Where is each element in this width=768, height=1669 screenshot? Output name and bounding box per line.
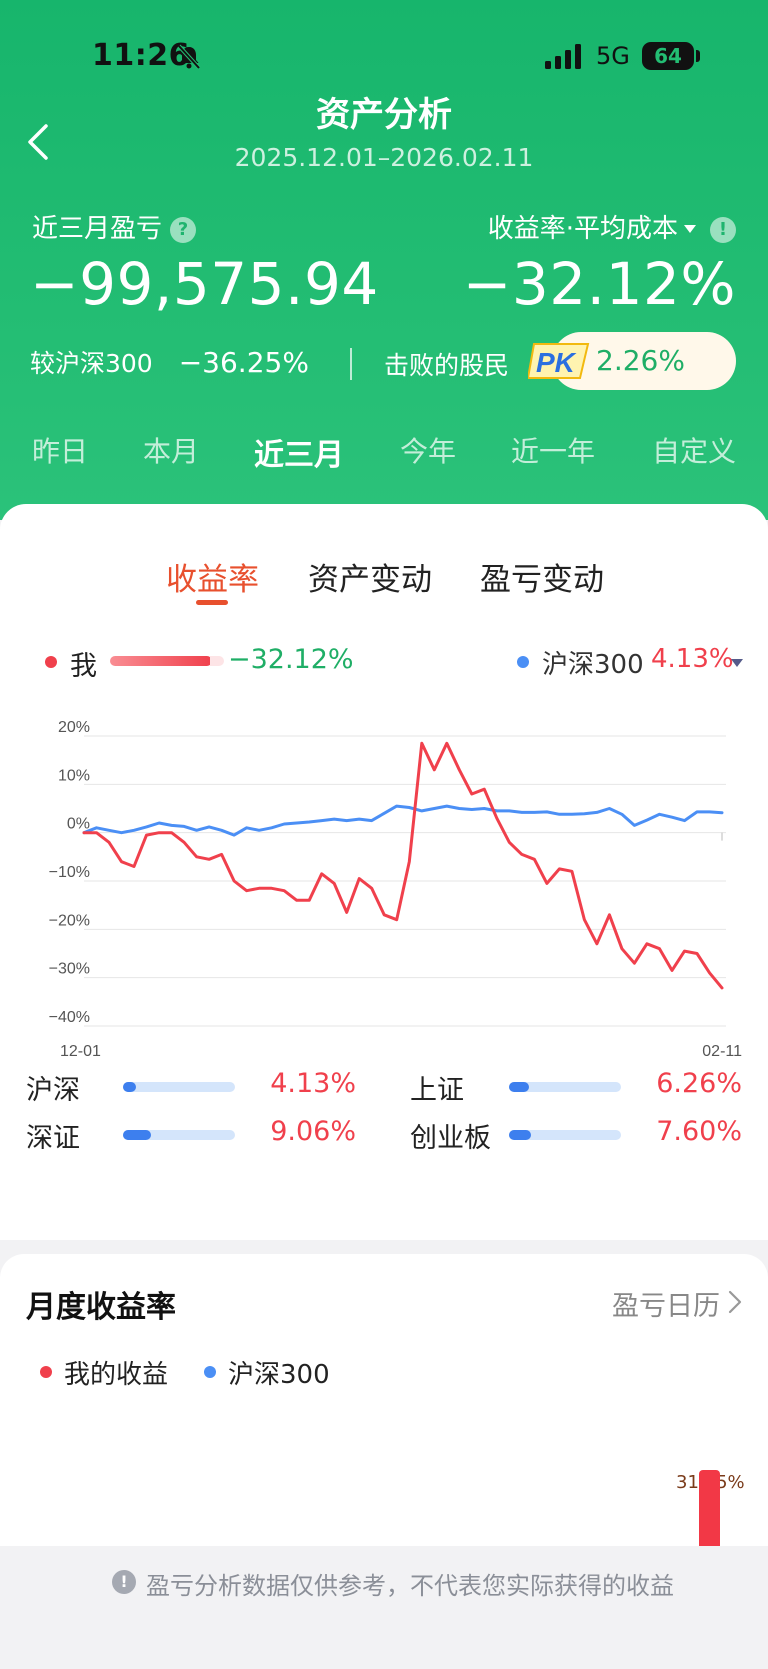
x-start-label: 12-01 xyxy=(60,1043,101,1060)
pnl-calendar-link[interactable]: 盈亏日历 xyxy=(612,1291,720,1322)
benchmark-compare: 较沪深300 −36.25% xyxy=(30,344,309,380)
tab-pnl-change[interactable]: 盈亏变动 xyxy=(480,562,604,598)
benchmark-dot xyxy=(204,1366,216,1378)
mute-bell-icon xyxy=(177,44,201,70)
y-tick-label: 10% xyxy=(58,767,90,784)
me-legend-value: −32.12% xyxy=(228,644,354,675)
tab-asset-change[interactable]: 资产变动 xyxy=(308,562,432,598)
index-value-sh: 6.26% xyxy=(656,1068,742,1099)
monthly-title: 月度收益率 xyxy=(26,1290,176,1325)
my-return-dot xyxy=(40,1366,52,1378)
network-type: 5G xyxy=(596,42,630,70)
index-name-cyb: 创业板 xyxy=(410,1123,491,1154)
benchmark-legend-dot xyxy=(517,656,529,668)
signal-icon xyxy=(545,44,581,69)
status-time: 11:26 xyxy=(92,38,190,73)
me-legend-label: 我 xyxy=(70,651,97,682)
help-icon[interactable]: ? xyxy=(170,217,197,243)
rate-label-text: 收益率·平均成本 xyxy=(487,214,678,244)
index-name-sh: 上证 xyxy=(410,1075,464,1106)
return-line-chart[interactable]: 20% 10% 0% −10% −20% −30% −40% 12-01 02-11 xyxy=(0,700,768,1064)
rate-value: −32.12% xyxy=(462,250,736,318)
index-comparison: 沪深 4.13% 上证 6.26% 深证 9.06% 创业板 7.60% xyxy=(0,1064,768,1164)
monthly-return-card: 月度收益率 盈亏日历 我的收益 沪深300 31.35% xyxy=(0,1254,768,1554)
chart-tabs: 收益率 资产变动 盈亏变动 xyxy=(0,554,768,614)
y-tick-label: 20% xyxy=(58,719,90,736)
active-tab-indicator xyxy=(196,600,228,605)
tab-this-year[interactable]: 今年 xyxy=(400,435,457,468)
chevron-right-icon[interactable] xyxy=(728,1290,742,1314)
tab-last-year[interactable]: 近一年 xyxy=(511,435,596,468)
index-name-hs: 沪深 xyxy=(26,1075,80,1106)
index-bar-cyb xyxy=(509,1130,621,1140)
index-bar-fill xyxy=(509,1130,532,1140)
benchmark-dropdown-icon[interactable] xyxy=(731,659,743,667)
pk-badge-icon: PK xyxy=(528,343,590,379)
pnl-value: −99,575.94 xyxy=(30,250,379,318)
tab-last-three-months[interactable]: 近三月 xyxy=(254,438,344,473)
compare-value: −36.25% xyxy=(178,346,309,379)
benchmark-label: 沪深300 xyxy=(228,1360,330,1390)
beat-value: 2.26% xyxy=(596,344,685,377)
y-tick-label: −20% xyxy=(49,912,90,929)
status-bar: 11:26 5G 64 xyxy=(0,38,768,78)
index-bar-fill xyxy=(509,1082,530,1092)
return-chart-card: 收益率 资产变动 盈亏变动 我 −32.12% 沪深300 4.13% 20% 1… xyxy=(0,504,768,1240)
x-end-label: 02-11 xyxy=(702,1043,742,1060)
y-tick-label: −40% xyxy=(49,1009,90,1026)
divider xyxy=(350,348,352,380)
benchmark-legend-label[interactable]: 沪深300 xyxy=(542,650,644,680)
disclaimer-footer: ! 盈亏分析数据仅供参考，不代表您实际获得的收益 xyxy=(0,1546,768,1669)
date-range: 2025.12.01–2026.02.11 xyxy=(234,143,534,172)
tab-custom[interactable]: 自定义 xyxy=(652,435,737,468)
nav-bar: 资产分析 2025.12.01–2026.02.11 xyxy=(0,92,768,182)
index-value-sz: 9.06% xyxy=(270,1116,356,1147)
beat-label: 击败的股民 xyxy=(384,351,510,380)
me-legend-bar xyxy=(110,656,212,666)
me-legend-dot xyxy=(45,656,57,668)
summary-header: 11:26 5G 64 资产分析 2025.12.01–2026.02.11 近… xyxy=(0,0,768,520)
compare-label: 较沪深300 xyxy=(30,349,153,378)
index-bar-sz xyxy=(123,1130,235,1140)
warning-icon: ! xyxy=(112,1570,136,1594)
me-legend-bar-track xyxy=(210,656,224,666)
tab-this-month[interactable]: 本月 xyxy=(143,435,200,468)
y-tick-label: −30% xyxy=(49,961,90,978)
benchmark-line xyxy=(82,804,724,837)
pnl-label: 近三月盈亏? xyxy=(32,208,197,245)
my-return-line xyxy=(82,741,724,990)
index-bar-sh xyxy=(509,1082,621,1092)
chart-legend: 我 −32.12% 沪深300 4.13% xyxy=(0,644,768,684)
page-title: 资产分析 xyxy=(316,95,452,135)
y-tick-label: −10% xyxy=(49,864,90,881)
index-name-sz: 深证 xyxy=(26,1123,80,1154)
rate-label[interactable]: 收益率·平均成本! xyxy=(488,208,736,245)
monthly-bar[interactable] xyxy=(699,1470,720,1554)
disclaimer-text: 盈亏分析数据仅供参考，不代表您实际获得的收益 xyxy=(146,1572,674,1600)
tab-yesterday[interactable]: 昨日 xyxy=(32,435,89,468)
index-value-cyb: 7.60% xyxy=(656,1116,742,1147)
pk-label: PK xyxy=(536,347,577,378)
period-tabs: 昨日 本月 近三月 今年 近一年 自定义 xyxy=(0,430,768,480)
back-arrow-icon[interactable] xyxy=(26,122,50,162)
index-value-hs: 4.13% xyxy=(270,1068,356,1099)
y-tick-label: 0% xyxy=(67,816,90,833)
battery-tip xyxy=(696,50,700,62)
dropdown-triangle-icon xyxy=(684,225,696,233)
monthly-legend: 我的收益 沪深300 xyxy=(0,1354,768,1394)
benchmark-legend-value[interactable]: 4.13% xyxy=(651,644,734,674)
battery-icon: 64 xyxy=(642,42,694,70)
info-icon[interactable]: ! xyxy=(710,217,736,243)
pnl-label-text: 近三月盈亏 xyxy=(32,214,163,244)
my-return-label: 我的收益 xyxy=(64,1360,169,1390)
index-bar-fill xyxy=(123,1130,151,1140)
index-bar-hs xyxy=(123,1082,235,1092)
index-bar-fill xyxy=(123,1082,137,1092)
tab-return-rate[interactable]: 收益率 xyxy=(166,562,259,598)
